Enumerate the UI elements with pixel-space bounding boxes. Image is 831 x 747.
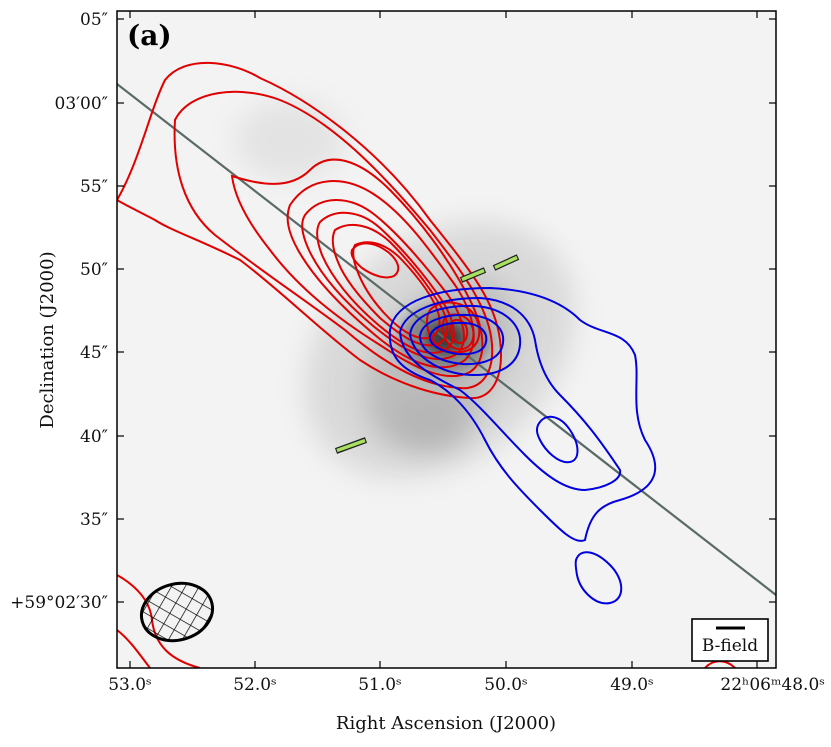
red-contour-11 <box>441 313 475 351</box>
legend: B-field <box>691 618 769 662</box>
red-contour-7 <box>331 223 449 347</box>
beam-ellipse <box>139 581 215 643</box>
red-contour-12 <box>449 318 469 345</box>
blue-contour-1 <box>388 286 657 542</box>
red-contour-3 <box>230 158 484 378</box>
plot-frame <box>116 10 777 669</box>
red-contour-corner-2 <box>117 629 151 668</box>
y-tick-label: 45″ <box>80 343 108 363</box>
blue-contour-3 <box>408 304 522 377</box>
blue-contour-4 <box>418 313 505 366</box>
y-axis-label: Declination (J2000) <box>37 251 58 428</box>
x-tick-label: 51.0ˢ <box>358 675 402 695</box>
x-tick-labels: 53.0ˢ 52.0ˢ 51.0ˢ 50.0ˢ 49.0ˢ 22ʰ06ᵐ48.0… <box>108 675 825 695</box>
y-tick-label: 05″ <box>80 10 108 30</box>
blue-contour-5 <box>429 321 488 356</box>
panel-label: (a) <box>127 19 172 52</box>
y-tick-label: 50″ <box>80 260 108 280</box>
x-tick-label: 50.0ˢ <box>484 675 528 695</box>
x-tick-label: 52.0ˢ <box>233 675 277 695</box>
axis-ticks <box>117 11 776 668</box>
y-tick-label: 55″ <box>80 177 108 197</box>
y-tick-label: 03′00″ <box>55 94 108 114</box>
red-contour-4 <box>286 180 475 369</box>
red-contour-5 <box>301 199 465 360</box>
red-contours <box>117 61 736 668</box>
red-contour-10 <box>425 301 481 354</box>
red-contour-2 <box>173 90 494 390</box>
blue-contours <box>388 286 657 605</box>
blue-contour-6 <box>535 415 579 464</box>
y-tick-label: 40″ <box>80 427 108 447</box>
x-axis-label: Right Ascension (J2000) <box>336 713 556 734</box>
legend-label: B-field <box>702 636 758 656</box>
x-tick-label: 53.0ˢ <box>108 675 152 695</box>
red-contour-8 <box>352 241 441 340</box>
y-tick-label: +59°02′30″ <box>10 593 108 613</box>
x-tick-label: 22ʰ06ᵐ48.0ˢ <box>720 675 825 695</box>
y-tick-labels: 05″ 03′00″ 55″ 50″ 45″ 40″ 35″ +59°02′30… <box>10 10 108 613</box>
red-contour-1 <box>117 61 502 400</box>
x-tick-label: 49.0ˢ <box>610 675 654 695</box>
blue-contour-7 <box>574 551 623 605</box>
blue-contour-2 <box>398 296 622 492</box>
y-tick-label: 35″ <box>80 510 108 530</box>
red-contour-9 <box>350 242 400 279</box>
